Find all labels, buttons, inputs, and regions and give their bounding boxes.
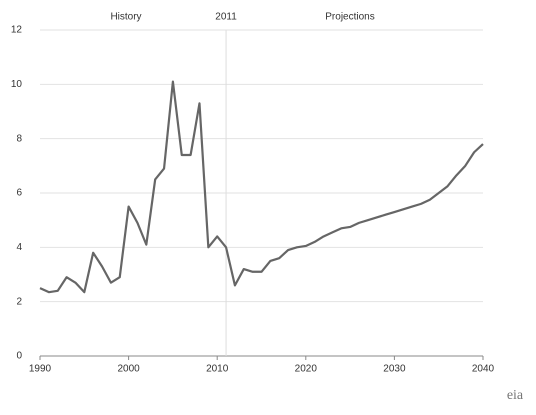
y-tick-label: 12: [11, 25, 23, 36]
projections-label: Projections: [325, 12, 374, 23]
x-tick-label: 2030: [383, 364, 406, 375]
x-tick-label: 2010: [206, 364, 229, 375]
y-tick-label: 6: [16, 188, 22, 199]
x-tick-label: 1990: [29, 364, 52, 375]
data-line: [39, 80, 484, 294]
x-tick-label: 2020: [295, 364, 318, 375]
y-tick-label: 8: [16, 133, 22, 144]
y-tick-label: 10: [11, 79, 23, 90]
divider-label: 2011: [215, 12, 237, 23]
y-tick-label: 4: [16, 242, 22, 253]
logo: eia: [507, 388, 524, 403]
history-label: History: [110, 12, 141, 23]
x-tick-label: 2040: [472, 364, 495, 375]
y-tick-label: 2: [16, 296, 22, 307]
y-tick-label: 0: [16, 351, 22, 362]
x-tick-label: 2000: [117, 364, 140, 375]
